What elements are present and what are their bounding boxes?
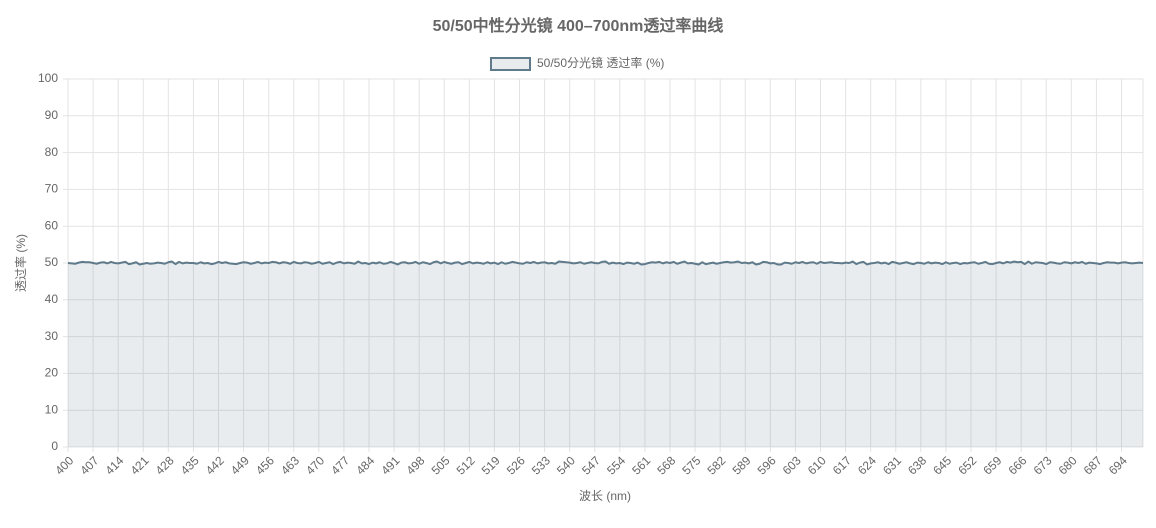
x-tick-label: 463 bbox=[278, 453, 302, 477]
y-tick-label: 30 bbox=[45, 329, 59, 343]
y-tick-label: 0 bbox=[51, 439, 58, 453]
x-tick-label: 456 bbox=[253, 453, 277, 477]
legend-label: 50/50分光镜 透过率 (%) bbox=[537, 55, 664, 70]
x-tick-label: 400 bbox=[52, 453, 76, 477]
x-tick-label: 603 bbox=[780, 453, 804, 477]
y-tick-label: 50 bbox=[45, 255, 59, 269]
x-tick-label: 526 bbox=[504, 453, 528, 477]
legend-swatch bbox=[490, 57, 531, 71]
y-tick-label: 10 bbox=[45, 402, 59, 416]
x-tick-label: 610 bbox=[805, 453, 829, 477]
x-tick-label: 596 bbox=[755, 453, 779, 477]
x-tick-label: 666 bbox=[1005, 453, 1029, 477]
x-tick-label: 484 bbox=[353, 453, 377, 477]
y-tick-label: 90 bbox=[45, 108, 59, 122]
x-tick-label: 652 bbox=[955, 453, 979, 477]
x-tick-label: 673 bbox=[1031, 453, 1055, 477]
y-tick-label: 20 bbox=[45, 366, 59, 380]
y-tick-label: 60 bbox=[45, 218, 59, 232]
y-tick-label: 70 bbox=[45, 182, 59, 196]
area bbox=[68, 261, 1143, 447]
x-tick-label: 519 bbox=[479, 453, 503, 477]
y-axis-title: 透过率 (%) bbox=[13, 234, 28, 292]
y-tick-label: 40 bbox=[45, 292, 59, 306]
chart-title: 50/50中性分光镜 400–700nm透过率曲线 bbox=[433, 16, 724, 35]
x-tick-label: 491 bbox=[378, 453, 402, 477]
x-tick-label: 554 bbox=[604, 453, 628, 477]
line bbox=[67, 260, 1144, 266]
x-tick-label: 435 bbox=[178, 453, 202, 477]
x-tick-label: 414 bbox=[102, 453, 126, 477]
x-tick-label: 547 bbox=[579, 453, 603, 477]
y-tick-label: 80 bbox=[45, 145, 59, 159]
x-tick-label: 617 bbox=[830, 453, 854, 477]
x-tick-label: 512 bbox=[454, 453, 478, 477]
x-tick-label: 498 bbox=[403, 453, 427, 477]
x-tick-label: 470 bbox=[303, 453, 327, 477]
x-tick-label: 477 bbox=[328, 453, 352, 477]
x-tick-label: 449 bbox=[228, 453, 252, 477]
x-tick-label: 505 bbox=[429, 453, 453, 477]
y-tick-label: 100 bbox=[38, 71, 58, 85]
x-tick-label: 428 bbox=[153, 453, 177, 477]
x-tick-label: 645 bbox=[930, 453, 954, 477]
x-tick-label: 407 bbox=[77, 453, 101, 477]
x-tick-label: 589 bbox=[730, 453, 754, 477]
x-tick-label: 624 bbox=[855, 453, 879, 477]
x-tick-label: 694 bbox=[1106, 453, 1130, 477]
x-tick-label: 568 bbox=[654, 453, 678, 477]
x-tick-label: 442 bbox=[203, 453, 227, 477]
x-tick-label: 638 bbox=[905, 453, 929, 477]
x-tick-label: 533 bbox=[529, 453, 553, 477]
x-tick-label: 561 bbox=[629, 453, 653, 477]
x-axis-title: 波长 (nm) bbox=[579, 489, 631, 503]
x-tick-label: 540 bbox=[554, 453, 578, 477]
x-tick-label: 680 bbox=[1056, 453, 1080, 477]
x-tick-label: 631 bbox=[880, 453, 904, 477]
x-tick-label: 575 bbox=[679, 453, 703, 477]
x-tick-label: 659 bbox=[980, 453, 1004, 477]
x-tick-label: 687 bbox=[1081, 453, 1105, 477]
x-tick-label: 582 bbox=[704, 453, 728, 477]
x-tick-label: 421 bbox=[128, 453, 152, 477]
